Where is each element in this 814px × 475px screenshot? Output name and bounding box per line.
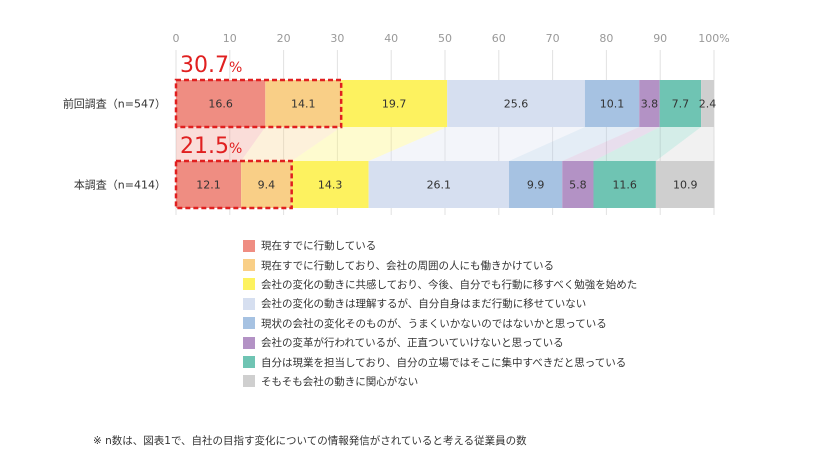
data-label: 9.9 (527, 179, 545, 192)
footnote: ※ n数は、図表1で、自社の目指す変化についての情報発信がされていると考える従業… (93, 435, 527, 447)
x-tick-label: 30 (330, 32, 344, 45)
legend-swatch (243, 259, 255, 272)
data-label: 10.9 (673, 179, 698, 192)
connector-band (291, 127, 448, 161)
legend-swatch (243, 356, 255, 369)
connector-band (509, 127, 640, 161)
legend-item: 会社の変化の動きは理解するが、自分自身はまだ行動に移せていない (243, 294, 637, 313)
legend-label: 会社の変革が行われているが、正直ついていけないと思っている (261, 337, 564, 350)
x-tick-label: 10 (223, 32, 237, 45)
legend-swatch (243, 278, 255, 291)
x-tick-label: 60 (492, 32, 506, 45)
legend-label: そもそも会社の動きに関心がない (261, 375, 419, 388)
x-tick-label: 80 (599, 32, 613, 45)
data-label: 5.8 (569, 179, 587, 192)
x-tick-label: 100% (698, 32, 729, 45)
legend-item: 現状の会社の変化そのものが、うまくいかないのではないかと思っている (243, 314, 637, 333)
x-tick-label: 90 (653, 32, 667, 45)
x-tick-label: 70 (546, 32, 560, 45)
bar-segment (593, 161, 656, 208)
connector-band (562, 127, 660, 161)
legend-label: 会社の変化の動きは理解するが、自分自身はまだ行動に移せていない (261, 298, 587, 311)
stacked-bar-chart: 0 10 20 30 40 50 60 70 80 90 100% 16.6 14.1 19.7 25.6 1… (63, 32, 730, 215)
legend-label: 現状の会社の変化そのものが、うまくいかないのではないかと思っている (261, 317, 607, 330)
legend-label: 現在すでに行動している (261, 240, 377, 253)
highlight-total: 21.5% (180, 134, 242, 159)
legend-swatch (243, 239, 255, 252)
bar-segment (176, 80, 266, 127)
bar-segment (562, 161, 594, 208)
legend-item: 会社の変化の動きに共感しており、今後、自分でも行動に移すべく勉強を始めた (243, 275, 637, 294)
highlight-box (174, 159, 293, 210)
data-label: 12.1 (196, 179, 221, 192)
legend-item: そもそも会社の動きに関心がない (243, 372, 637, 391)
data-label: 2.4 (699, 98, 717, 111)
data-label: 3.8 (641, 98, 659, 111)
bar-segment (368, 161, 510, 208)
data-label: 11.6 (612, 179, 637, 192)
x-tick-label: 20 (277, 32, 291, 45)
data-label: 16.6 (208, 98, 233, 111)
legend-swatch (243, 317, 255, 330)
data-label: 7.7 (672, 98, 690, 111)
legend-label: 自分は現業を担当しており、自分の立場ではそこに集中すべきだと思っている (261, 356, 627, 369)
x-tick-label: 50 (438, 32, 452, 45)
bar-segment (291, 161, 369, 208)
data-label: 25.6 (504, 98, 529, 111)
data-label: 10.1 (600, 98, 625, 111)
bar-segment (639, 80, 660, 127)
category-label: 本調査（n=414） (74, 178, 166, 192)
bar-segment (584, 80, 640, 127)
legend-swatch (243, 336, 255, 349)
data-label: 14.3 (318, 179, 343, 192)
legend-swatch (243, 375, 255, 388)
bar-segment (509, 161, 563, 208)
bar-segment (659, 80, 702, 127)
data-label: 14.1 (291, 98, 316, 111)
legend-item: 現在すでに行動している (243, 236, 637, 255)
legend-item: 現在すでに行動しており、会社の周囲の人にも働きかけている (243, 255, 637, 274)
legend-item: 会社の変革が行われているが、正直ついていけないと思っている (243, 333, 637, 352)
connector-band (368, 127, 585, 161)
data-label: 19.7 (382, 98, 407, 111)
legend-label: 現在すでに行動しており、会社の周囲の人にも働きかけている (261, 259, 555, 272)
data-label: 9.4 (258, 179, 276, 192)
legend: 現在すでに行動している 現在すでに行動しており、会社の周囲の人にも働きかけている会… (243, 236, 637, 391)
legend-item: 自分は現業を担当しており、自分の立場ではそこに集中すべきだと思っている (243, 352, 637, 371)
bar-segment (265, 80, 342, 127)
x-tick-label: 0 (173, 32, 180, 45)
bar-segment (176, 161, 242, 208)
bar-segment (241, 161, 292, 208)
data-label: 26.1 (427, 179, 452, 192)
category-label: 前回調査（n=547） (63, 97, 166, 111)
bar-segment (655, 161, 715, 208)
connector-band (176, 127, 266, 161)
highlight-box (174, 78, 343, 129)
x-tick-label: 40 (384, 32, 398, 45)
connector-band (655, 127, 715, 161)
connector-band (593, 127, 702, 161)
bar-segment (447, 80, 585, 127)
bar-segment (341, 80, 448, 127)
connector-band (241, 127, 342, 161)
legend-label: 会社の変化の動きに共感しており、今後、自分でも行動に移すべく勉強を始めた (261, 278, 638, 291)
highlight-total: 30.7% (180, 53, 242, 78)
legend-swatch (243, 297, 255, 310)
bar-segment (701, 80, 714, 127)
